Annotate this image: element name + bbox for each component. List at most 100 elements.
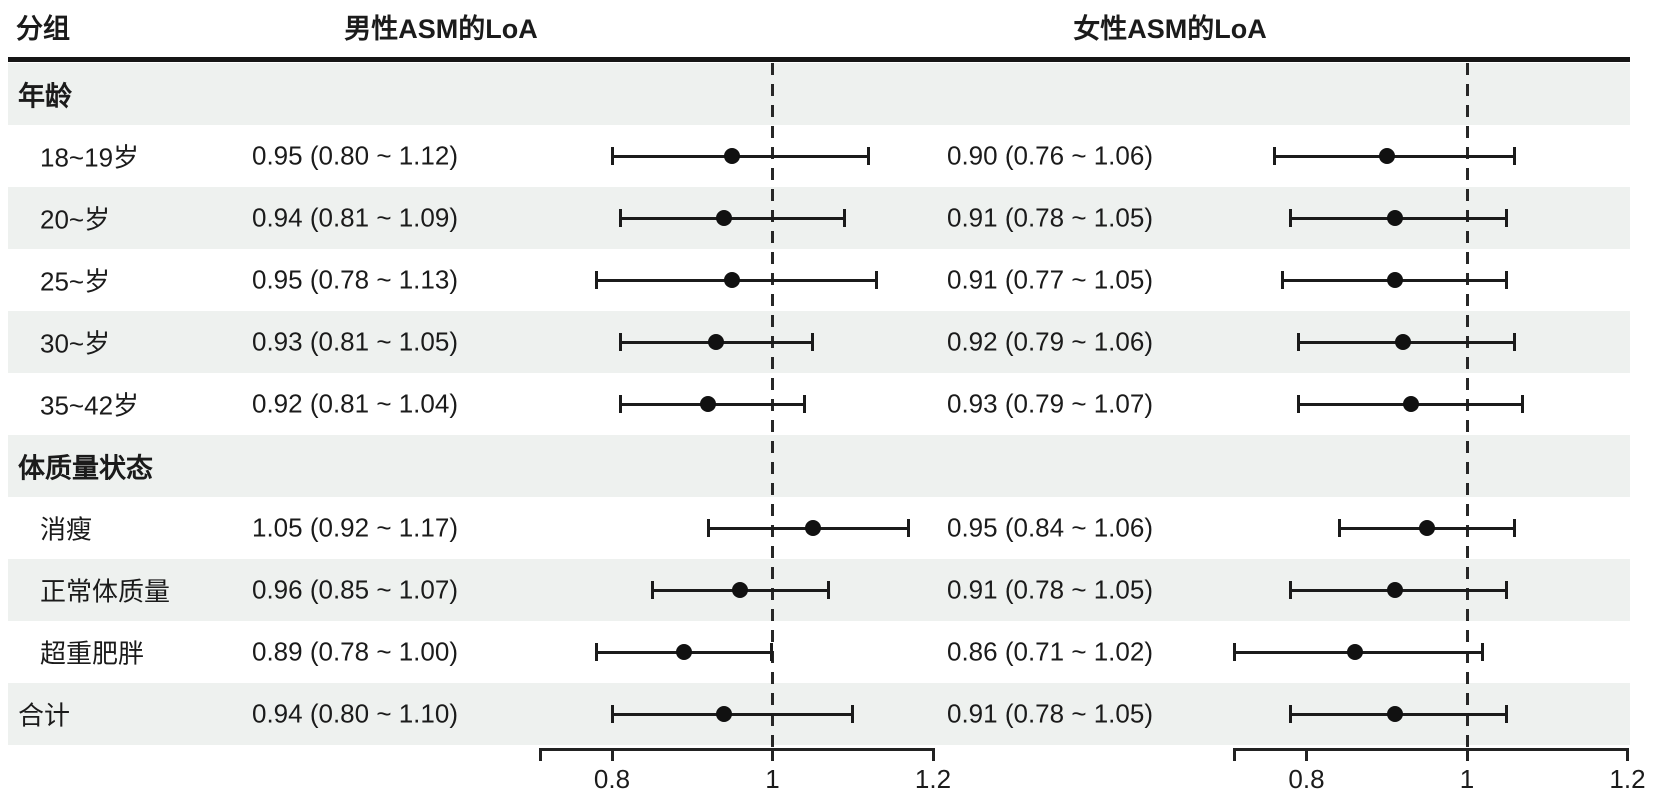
ci-cap-left xyxy=(651,581,655,599)
ci-cap-right xyxy=(826,581,830,599)
ci-cap-right xyxy=(1513,519,1517,537)
point-estimate-dot xyxy=(1386,582,1403,598)
row-label: 正常体质量 xyxy=(40,576,171,607)
point-estimate-dot xyxy=(676,644,693,660)
ci-cap-left xyxy=(619,395,623,413)
female-estimate-text: 0.91 (0.78 ~ 1.05) xyxy=(947,698,1153,729)
column-header-group: 分组 xyxy=(16,14,70,44)
row-label: 25~岁 xyxy=(40,266,111,297)
point-estimate-dot xyxy=(1418,520,1435,536)
ci-cap-right xyxy=(810,333,814,351)
point-estimate-dot xyxy=(1378,148,1395,164)
point-estimate-dot xyxy=(708,334,725,350)
table-row: 18~19岁 0.95 (0.80 ~ 1.12) 0.90 (0.76 ~ 1.0… xyxy=(8,125,1630,187)
axis-tick xyxy=(1626,748,1629,761)
ci-cap-right xyxy=(1505,581,1509,599)
point-estimate-dot xyxy=(1402,396,1419,412)
female-estimate-text: 0.90 (0.76 ~ 1.06) xyxy=(947,140,1153,171)
ci-cap-left xyxy=(1337,519,1341,537)
male-estimate-text: 0.96 (0.85 ~ 1.07) xyxy=(252,574,458,605)
table-row: 25~岁 0.95 (0.78 ~ 1.13) 0.91 (0.77 ~ 1.05) xyxy=(8,249,1630,311)
column-header-male: 男性ASM的LoA xyxy=(344,14,538,44)
female-estimate-text: 0.92 (0.79 ~ 1.06) xyxy=(947,326,1153,357)
ci-cap-left xyxy=(619,209,623,227)
ci-cap-right xyxy=(1513,147,1517,165)
male-reference-line xyxy=(771,63,774,748)
ci-cap-right xyxy=(842,209,846,227)
male-estimate-text: 0.94 (0.80 ~ 1.10) xyxy=(252,698,458,729)
ci-cap-left xyxy=(1289,581,1293,599)
ci-cap-left xyxy=(707,519,711,537)
axis-tick-label: 0.8 xyxy=(1288,764,1325,794)
header-divider xyxy=(8,57,1630,62)
ci-cap-left xyxy=(1297,333,1301,351)
ci-cap-left xyxy=(1289,209,1293,227)
ci-cap-right xyxy=(866,147,870,165)
row-label: 体质量状态 xyxy=(18,453,153,484)
point-estimate-dot xyxy=(804,520,821,536)
ci-cap-right xyxy=(874,271,878,289)
table-row: 超重肥胖 0.89 (0.78 ~ 1.00) 0.86 (0.71 ~ 1.02) xyxy=(8,621,1630,683)
female-estimate-text: 0.91 (0.78 ~ 1.05) xyxy=(947,574,1153,605)
ci-cap-right xyxy=(850,705,854,723)
male-estimate-text: 0.93 (0.81 ~ 1.05) xyxy=(252,326,458,357)
male-estimate-text: 0.95 (0.80 ~ 1.12) xyxy=(252,140,458,171)
ci-line xyxy=(1274,154,1516,158)
female-estimate-text: 0.93 (0.79 ~ 1.07) xyxy=(947,388,1153,419)
ci-cap-left xyxy=(1281,271,1285,289)
axis-tick xyxy=(610,748,614,761)
ci-line xyxy=(612,712,853,716)
ci-line xyxy=(620,216,845,220)
ci-cap-left xyxy=(594,643,598,661)
ci-cap-right xyxy=(1521,395,1525,413)
male-estimate-text: 0.95 (0.78 ~ 1.13) xyxy=(252,264,458,295)
male-estimate-text: 0.89 (0.78 ~ 1.00) xyxy=(252,636,458,667)
ci-cap-right xyxy=(906,519,910,537)
female-estimate-text: 0.91 (0.77 ~ 1.05) xyxy=(947,264,1153,295)
ci-cap-right xyxy=(770,643,774,661)
point-estimate-dot xyxy=(716,706,733,722)
row-label: 18~19岁 xyxy=(40,142,140,173)
ci-cap-left xyxy=(1297,395,1301,413)
axis-tick xyxy=(771,748,774,761)
row-label: 合计 xyxy=(18,700,71,731)
column-header-female: 女性ASM的LoA xyxy=(1073,14,1267,44)
section-row: 年龄 xyxy=(8,63,1630,125)
female-estimate-text: 0.91 (0.78 ~ 1.05) xyxy=(947,202,1153,233)
axis-end-cap xyxy=(538,748,542,761)
axis-tick xyxy=(1465,748,1469,761)
ci-cap-right xyxy=(1505,271,1509,289)
ci-cap-left xyxy=(1273,147,1277,165)
male-estimate-text: 1.05 (0.92 ~ 1.17) xyxy=(252,512,458,543)
ci-cap-left xyxy=(1233,643,1237,661)
row-label: 年龄 xyxy=(18,81,72,112)
table-row: 消瘦 1.05 (0.92 ~ 1.17) 0.95 (0.84 ~ 1.06) xyxy=(8,497,1630,559)
row-label: 30~岁 xyxy=(40,328,111,359)
axis-end-cap xyxy=(1233,748,1236,761)
axis-tick-label: 0.8 xyxy=(593,764,631,794)
female-estimate-text: 0.95 (0.84 ~ 1.06) xyxy=(947,512,1153,543)
ci-cap-right xyxy=(1481,643,1485,661)
axis-tick-label: 1.2 xyxy=(914,764,952,794)
point-estimate-dot xyxy=(716,210,733,226)
female-axis xyxy=(1233,748,1628,751)
row-label: 消瘦 xyxy=(40,514,93,545)
male-estimate-text: 0.92 (0.81 ~ 1.04) xyxy=(252,388,458,419)
section-row: 体质量状态 xyxy=(8,435,1630,497)
table-row: 35~42岁 0.92 (0.81 ~ 1.04) 0.93 (0.79 ~ 1.0… xyxy=(8,373,1630,435)
axis-tick xyxy=(1305,748,1308,761)
male-estimate-text: 0.94 (0.81 ~ 1.09) xyxy=(252,202,458,233)
female-reference-line xyxy=(1465,63,1469,748)
point-estimate-dot xyxy=(700,396,717,412)
male-axis xyxy=(538,748,933,751)
table-row: 30~岁 0.93 (0.81 ~ 1.05) 0.92 (0.79 ~ 1.06) xyxy=(8,311,1630,373)
row-label: 超重肥胖 xyxy=(40,638,145,669)
ci-cap-left xyxy=(611,147,614,165)
axis-tick xyxy=(931,748,935,761)
ci-cap-left xyxy=(619,333,623,351)
point-estimate-dot xyxy=(1346,644,1363,660)
axis-tick-label: 1 xyxy=(765,764,780,794)
axis-tick-label: 1.2 xyxy=(1609,764,1646,794)
ci-cap-right xyxy=(802,395,806,413)
point-estimate-dot xyxy=(724,272,741,288)
